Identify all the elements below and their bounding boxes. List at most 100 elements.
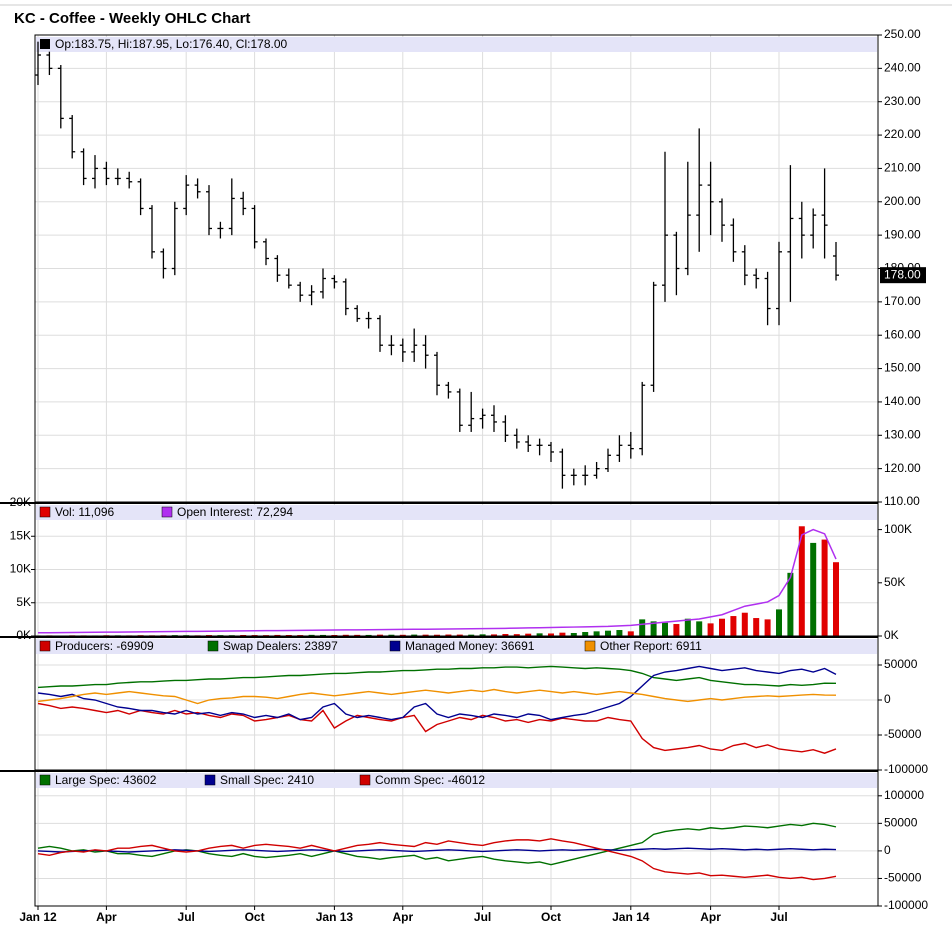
volume-bar bbox=[570, 633, 577, 636]
y2-tick-label: 0K bbox=[884, 628, 899, 642]
volume-bar bbox=[707, 623, 714, 636]
volume-bar bbox=[411, 634, 418, 636]
last-price-label: 178.00 bbox=[884, 267, 921, 281]
legend-swatch bbox=[39, 640, 51, 652]
volume-bar bbox=[513, 634, 520, 636]
volume-bar bbox=[719, 618, 725, 636]
y-tick-label: 160.00 bbox=[884, 327, 921, 341]
legend-swatch bbox=[389, 640, 401, 652]
y-tick-label: 230.00 bbox=[884, 94, 921, 108]
series-line bbox=[37, 665, 837, 689]
volume-bar bbox=[696, 621, 703, 636]
legend-label: Other Report: 6911 bbox=[600, 639, 702, 653]
volume-bar bbox=[434, 634, 440, 636]
volume-bar bbox=[456, 634, 463, 636]
series-line bbox=[37, 688, 837, 705]
volume-bar bbox=[753, 618, 760, 636]
legend-swatch bbox=[40, 39, 50, 49]
x-tick-label: Oct bbox=[541, 910, 561, 924]
volume-bar bbox=[399, 634, 406, 636]
legend-swatch bbox=[39, 506, 51, 518]
x-tick-label: Apr bbox=[392, 910, 413, 924]
volume-bar bbox=[354, 634, 361, 636]
legend-label: Managed Money: 36691 bbox=[405, 639, 535, 653]
y-tick-label: 170.00 bbox=[884, 294, 921, 308]
legend-band bbox=[36, 773, 877, 788]
series-line bbox=[37, 702, 837, 754]
y-tick-label: 220.00 bbox=[884, 127, 921, 141]
y-tick-label: 130.00 bbox=[884, 427, 921, 441]
legend-label: Producers: -69909 bbox=[55, 639, 154, 653]
volume-bar bbox=[308, 634, 315, 636]
volume-bar bbox=[491, 634, 497, 636]
series-line bbox=[37, 822, 837, 866]
volume-bar bbox=[673, 624, 680, 636]
volume-bar bbox=[525, 633, 532, 636]
volume-bar bbox=[650, 621, 657, 636]
legend-swatch bbox=[359, 774, 371, 786]
y-tick-label: 110.00 bbox=[884, 494, 920, 508]
y-tick-label: -50000 bbox=[884, 727, 922, 741]
y2-tick-label: 50K bbox=[884, 575, 905, 589]
y-tick-label: 0 bbox=[884, 692, 891, 706]
volume-bar bbox=[548, 633, 554, 636]
volume-bar bbox=[274, 634, 281, 636]
volume-bar bbox=[821, 539, 828, 636]
volume-bar bbox=[388, 634, 395, 636]
legend-label: Swap Dealers: 23897 bbox=[223, 639, 338, 653]
legend-band bbox=[36, 505, 877, 520]
legend-swatch bbox=[161, 506, 173, 518]
legend-swatch bbox=[204, 774, 216, 786]
series-line bbox=[37, 838, 837, 881]
y-tick-label: 0K bbox=[16, 628, 31, 642]
y-tick-label: 200.00 bbox=[884, 194, 921, 208]
y-tick-label: -50000 bbox=[884, 871, 922, 885]
y-tick-label: 150.00 bbox=[884, 361, 921, 375]
chart-title: KC - Coffee - Weekly OHLC Chart bbox=[14, 10, 250, 27]
x-tick-label: Jan 13 bbox=[316, 910, 354, 924]
volume-bar bbox=[342, 634, 349, 636]
y-tick-label: 250.00 bbox=[884, 27, 921, 41]
legend-band bbox=[36, 37, 877, 52]
volume-bar bbox=[320, 634, 326, 636]
panel bbox=[35, 771, 878, 906]
volume-bar bbox=[787, 572, 794, 636]
legend-swatch bbox=[584, 640, 596, 652]
x-tick-label: Jul bbox=[474, 910, 491, 924]
y-tick-label: 120.00 bbox=[884, 461, 921, 475]
x-tick-label: Jul bbox=[770, 910, 787, 924]
volume-bar bbox=[502, 634, 509, 636]
legend-band bbox=[36, 639, 877, 654]
volume-bar bbox=[741, 612, 748, 636]
open-interest-line bbox=[37, 528, 837, 634]
legend-swatch bbox=[207, 640, 219, 652]
volume-bar bbox=[559, 632, 566, 636]
volume-bar bbox=[616, 630, 623, 636]
y-tick-label: -100000 bbox=[884, 898, 928, 912]
volume-bar bbox=[468, 634, 475, 636]
volume-bar bbox=[377, 634, 383, 636]
legend-swatch bbox=[39, 774, 51, 786]
y-tick-label: 100000 bbox=[884, 788, 924, 802]
x-tick-label: Oct bbox=[245, 910, 265, 924]
y-tick-label: 50000 bbox=[884, 657, 918, 671]
y-tick-label: 0 bbox=[884, 843, 891, 857]
x-tick-label: Jul bbox=[178, 910, 195, 924]
ohlc-header: Op:183.75, Hi:187.95, Lo:176.40, Cl:178.… bbox=[55, 37, 287, 51]
x-tick-label: Jan 14 bbox=[612, 910, 650, 924]
volume-bar bbox=[593, 631, 600, 636]
series-line bbox=[37, 665, 837, 721]
x-tick-label: Apr bbox=[96, 910, 117, 924]
y-tick-label: 50000 bbox=[884, 816, 918, 830]
volume-bar bbox=[536, 633, 543, 636]
volume-bar bbox=[684, 618, 691, 636]
volume-bar bbox=[730, 616, 737, 636]
legend-label: Small Spec: 2410 bbox=[220, 773, 314, 787]
volume-bar bbox=[582, 632, 589, 636]
volume-bar bbox=[764, 619, 771, 636]
volume-bar bbox=[605, 630, 611, 636]
y-tick-label: -100000 bbox=[884, 762, 928, 776]
y-tick-label: 210.00 bbox=[884, 161, 921, 175]
x-tick-label: Jan 12 bbox=[19, 910, 57, 924]
